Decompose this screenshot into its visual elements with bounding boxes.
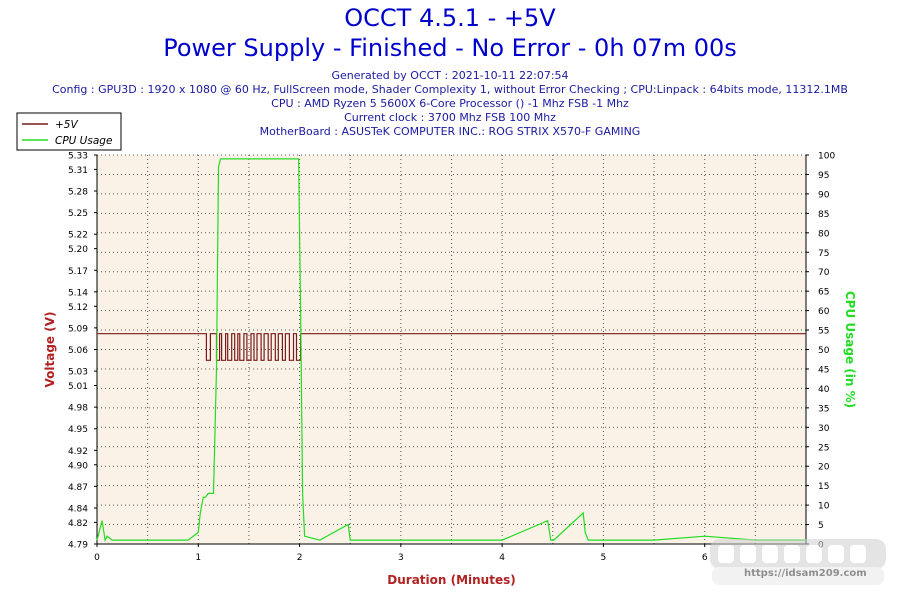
y-left-tick-label: 5.12	[68, 303, 88, 313]
series-line-voltage	[97, 333, 806, 361]
legend-box	[16, 112, 122, 151]
y-left-tick-label: 5.03	[68, 368, 88, 378]
info-config: Config : GPU3D : 1920 x 1080 @ 60 Hz, Fu…	[52, 83, 848, 96]
y-left-tick-label: 5.33	[68, 152, 88, 162]
y-left-tick-label: 4.92	[68, 447, 88, 457]
y-right-tick-label: 15	[818, 482, 829, 492]
y-right-axis-label: CPU Usage (in %)	[843, 291, 857, 408]
y-left-tick-label: 4.95	[68, 425, 88, 435]
y-right-tick-label: 65	[818, 288, 829, 298]
y-right-tick-label: 100	[818, 152, 835, 162]
y-left-axis-label: Voltage (V)	[43, 312, 57, 388]
y-right-tick-label: 70	[818, 268, 830, 278]
watermark-logo-icon	[710, 539, 886, 585]
y-left-tick-label: 4.82	[68, 519, 88, 529]
y-left-tick-label: 5.25	[68, 209, 88, 219]
y-left-tick-label: 5.20	[68, 245, 88, 255]
y-left-tick-label: 4.90	[68, 461, 88, 471]
y-right-tick-label: 20	[818, 463, 830, 473]
y-left-tick-label: 5.31	[68, 166, 88, 176]
y-left-tick-label: 5.14	[68, 288, 88, 298]
legend-label: CPU Usage	[55, 135, 112, 147]
plot-area	[97, 155, 806, 544]
y-left-tick-label: 4.79	[68, 541, 88, 551]
y-left-tick-label: 5.22	[68, 231, 88, 241]
y-right-tick-label: 75	[818, 249, 829, 259]
y-right-tick-label: 60	[818, 307, 830, 317]
x-tick-label: 2	[297, 553, 303, 563]
y-left-tick-label: 4.84	[68, 504, 88, 514]
y-right-tick-label: 5	[818, 521, 824, 531]
legend-label: +5V	[55, 119, 78, 131]
y-right-tick-label: 95	[818, 171, 829, 181]
info-clock: Current clock : 3700 Mhz FSB 100 Mhz	[344, 111, 556, 124]
y-right-tick-label: 10	[818, 502, 830, 512]
y-left-tick-label: 5.01	[68, 382, 88, 392]
watermark-url: https://idsam209.com	[744, 568, 867, 579]
x-tick-label: 1	[195, 553, 201, 563]
y-right-tick-label: 85	[818, 210, 829, 220]
site-watermark: https://idsam209.com	[708, 537, 888, 587]
x-tick-label: 4	[499, 553, 505, 563]
y-right-tick-label: 25	[818, 443, 829, 453]
y-left-tick-label: 5.17	[68, 267, 88, 277]
x-tick-label: 3	[398, 553, 404, 563]
x-tick-label: 5	[601, 553, 607, 563]
y-right-tick-label: 45	[818, 365, 829, 375]
y-right-tick-label: 55	[818, 327, 829, 337]
y-right-tick-label: 35	[818, 404, 829, 414]
series-line-cpu-usage	[96, 158, 806, 543]
y-left-tick-label: 5.09	[68, 324, 88, 334]
x-axis-label: Duration (Minutes)	[387, 573, 515, 587]
y-right-tick-label: 90	[818, 190, 830, 200]
y-left-tick-label: 4.87	[68, 483, 88, 493]
y-right-tick-label: 50	[818, 346, 830, 356]
y-left-tick-label: 5.28	[68, 188, 88, 198]
info-cpu: CPU : AMD Ryzen 5 5600X 6-Core Processor…	[271, 97, 629, 110]
x-tick-label: 6	[702, 553, 708, 563]
x-tick-label: 0	[94, 553, 100, 563]
y-right-tick-label: 30	[818, 424, 830, 434]
chart-title: OCCT 4.5.1 - +5V	[344, 4, 556, 32]
y-left-tick-label: 5.06	[68, 346, 88, 356]
chart-subtitle: Power Supply - Finished - No Error - 0h …	[163, 34, 737, 62]
y-right-tick-label: 80	[818, 229, 830, 239]
info-generated: Generated by OCCT : 2021-10-11 22:07:54	[331, 69, 569, 82]
y-left-tick-label: 4.98	[68, 404, 88, 414]
info-motherboard: MotherBoard : ASUSTeK COMPUTER INC.: ROG…	[259, 125, 641, 138]
y-right-tick-label: 40	[818, 385, 830, 395]
